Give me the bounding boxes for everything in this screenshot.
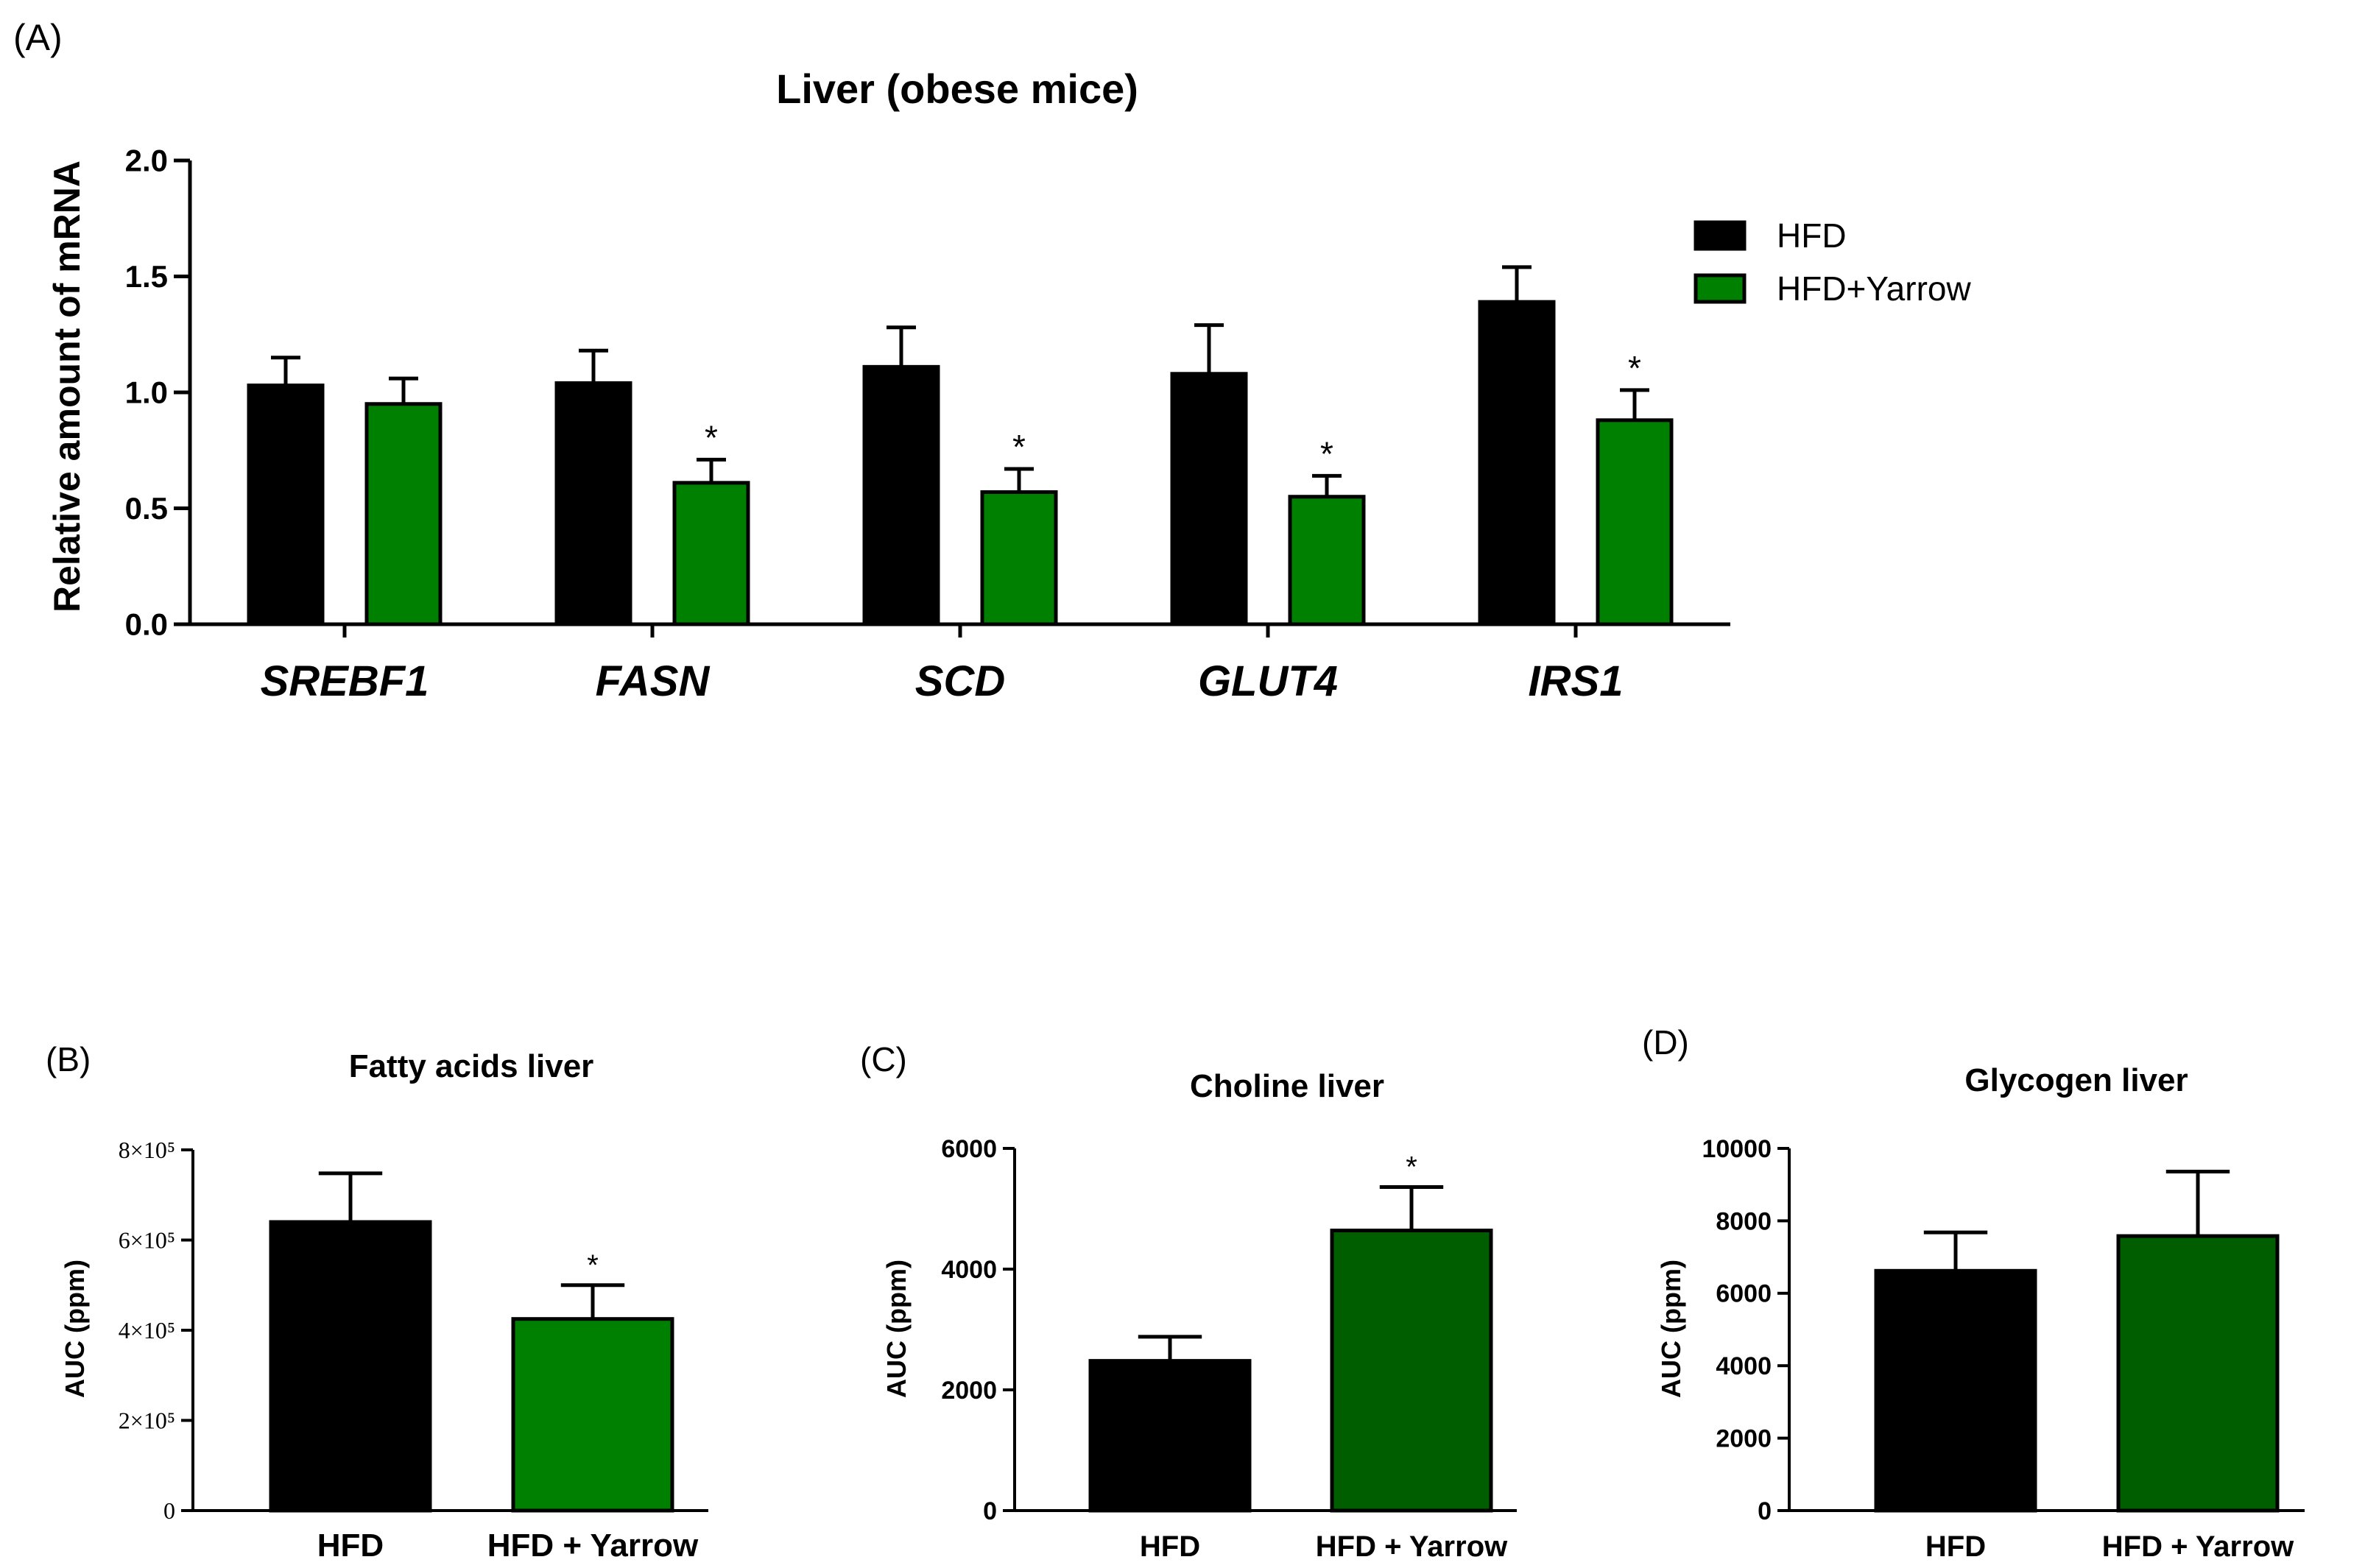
chart-a-hfd-bar: [1478, 300, 1556, 626]
chart-a-y-tick-label: 0.0: [125, 607, 168, 642]
chart-c-title: Choline liver: [1190, 1068, 1384, 1104]
chart-a-y-tick-label: 1.0: [125, 375, 168, 410]
chart-b-y-tick-label: 2×10⁵: [119, 1408, 175, 1434]
chart-c-x-tick-label: HFD + Yarrow: [1316, 1530, 1508, 1563]
chart-d-y-tick-label: 10000: [1702, 1135, 1772, 1163]
chart-a-ylabel: Relative amount of mRNA: [46, 160, 88, 612]
chart-d: 0 2000 4000 6000 8000 10000 HFD HFD + Yarrow: [1702, 1135, 2305, 1563]
chart-d-y-tick-label: 6000: [1716, 1280, 1772, 1308]
chart-a-legend: HFD HFD+Yarrow: [1694, 216, 1971, 308]
chart-c-y-tick-label: 0: [983, 1497, 997, 1525]
chart-a-hfd-bar: [862, 364, 940, 626]
chart-a-x-tick-label: FASN: [596, 657, 711, 705]
chart-b-y-tick-label: 8×10⁵: [119, 1137, 175, 1163]
chart-b-x-tick-label: HFD: [317, 1528, 384, 1564]
chart-b-y-tick-label: 0: [163, 1497, 175, 1524]
chart-a-y-tick-label: 2.0: [125, 144, 168, 178]
chart-d-x-tick-label: HFD + Yarrow: [2102, 1530, 2294, 1563]
legend-label-hfd-yarrow: HFD+Yarrow: [1777, 269, 1971, 308]
chart-c-hfd-bar: [1088, 1359, 1252, 1513]
chart-c-y-tick-label: 6000: [941, 1135, 997, 1163]
chart-c: 0 2000 4000 6000 HFD * HFD + Yarrow: [941, 1135, 1517, 1563]
legend-swatch-hfd: [1694, 220, 1747, 251]
chart-d-y-tick-label: 8000: [1716, 1207, 1772, 1235]
chart-a-hfd-yarrow-bar: [1596, 418, 1674, 626]
chart-a-hfd-yarrow-significance-mark: *: [1012, 428, 1026, 466]
chart-a-hfd-bar: [1170, 372, 1248, 626]
chart-c-hfd-yarrow-bar: [1330, 1229, 1493, 1513]
chart-d-ylabel: AUC (ppm): [1656, 1260, 1686, 1398]
chart-a-hfd-yarrow-significance-mark: *: [1320, 434, 1333, 473]
chart-a-y-tick-label: 0.5: [125, 491, 168, 526]
chart-d-y-tick-label: 4000: [1716, 1352, 1772, 1380]
chart-a-x-tick-label: GLUT4: [1198, 657, 1338, 705]
chart-a-hfd-yarrow-bar: [364, 402, 443, 626]
chart-d-y-tick-label: 2000: [1716, 1425, 1772, 1453]
legend-swatch-hfd-yarrow: [1694, 273, 1747, 304]
chart-a-hfd-bar: [247, 384, 325, 626]
panel-label-c: (C): [860, 1040, 907, 1078]
chart-b-x-tick-label: HFD + Yarrow: [487, 1528, 699, 1564]
chart-d-hfd-yarrow-bar: [2116, 1234, 2280, 1513]
chart-d-y-tick-label: 0: [1758, 1497, 1772, 1525]
chart-a-y-tick-label: 1.5: [125, 259, 168, 294]
chart-b-hfd-yarrow-bar: [511, 1317, 674, 1513]
chart-b-title: Fatty acids liver: [349, 1048, 594, 1084]
legend-label-hfd: HFD: [1777, 216, 1847, 255]
chart-a-x-tick-label: SCD: [915, 657, 1005, 705]
chart-a-hfd-yarrow-significance-mark: *: [1628, 349, 1641, 387]
panel-label-a: (A): [13, 17, 63, 58]
chart-b-y-tick-label: 4×10⁵: [119, 1317, 175, 1343]
chart-a: 0.0 0.5 1.0 1.5 2.0 SREBF1 FASN * SCD * GLUT4 * IRS1…: [125, 144, 1730, 705]
chart-a-hfd-bar: [554, 381, 632, 626]
chart-c-y-tick-label: 2000: [941, 1377, 997, 1405]
chart-a-hfd-yarrow-bar: [672, 481, 750, 626]
chart-b-y-tick-label: 6×10⁵: [119, 1227, 175, 1254]
chart-b: 0 2×10⁵ 4×10⁵ 6×10⁵ 8×10⁵ HFD * HFD + Yarrow: [119, 1137, 708, 1564]
chart-d-title: Glycogen liver: [1964, 1062, 2188, 1098]
chart-a-title: Liver (obese mice): [776, 66, 1138, 112]
chart-b-hfd-bar: [269, 1220, 432, 1513]
panel-label-b: (B): [46, 1040, 91, 1078]
chart-a-x-tick-label: SREBF1: [261, 657, 429, 705]
chart-c-y-tick-label: 4000: [941, 1256, 997, 1284]
chart-b-ylabel: AUC (ppm): [60, 1260, 90, 1398]
chart-b-hfd-yarrow-significance-mark: *: [587, 1249, 599, 1282]
chart-d-x-tick-label: HFD: [1925, 1530, 1986, 1563]
chart-a-hfd-yarrow-bar: [1288, 495, 1366, 626]
chart-a-hfd-yarrow-bar: [980, 490, 1058, 626]
chart-c-hfd-yarrow-significance-mark: *: [1406, 1151, 1417, 1183]
chart-a-hfd-yarrow-significance-mark: *: [705, 418, 718, 456]
chart-c-ylabel: AUC (ppm): [881, 1260, 912, 1398]
panel-label-d: (D): [1642, 1023, 1689, 1062]
chart-c-x-tick-label: HFD: [1140, 1530, 1200, 1563]
chart-d-hfd-bar: [1874, 1268, 2037, 1513]
chart-a-x-tick-label: IRS1: [1529, 657, 1624, 705]
